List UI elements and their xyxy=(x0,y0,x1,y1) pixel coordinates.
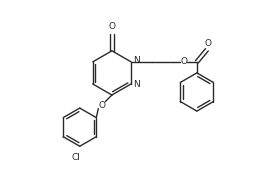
Text: O: O xyxy=(180,57,187,66)
Text: O: O xyxy=(109,22,115,31)
Text: Cl: Cl xyxy=(71,153,80,162)
Text: N: N xyxy=(134,80,140,90)
Text: N: N xyxy=(134,56,140,65)
Text: O: O xyxy=(98,101,105,110)
Text: O: O xyxy=(204,39,211,48)
